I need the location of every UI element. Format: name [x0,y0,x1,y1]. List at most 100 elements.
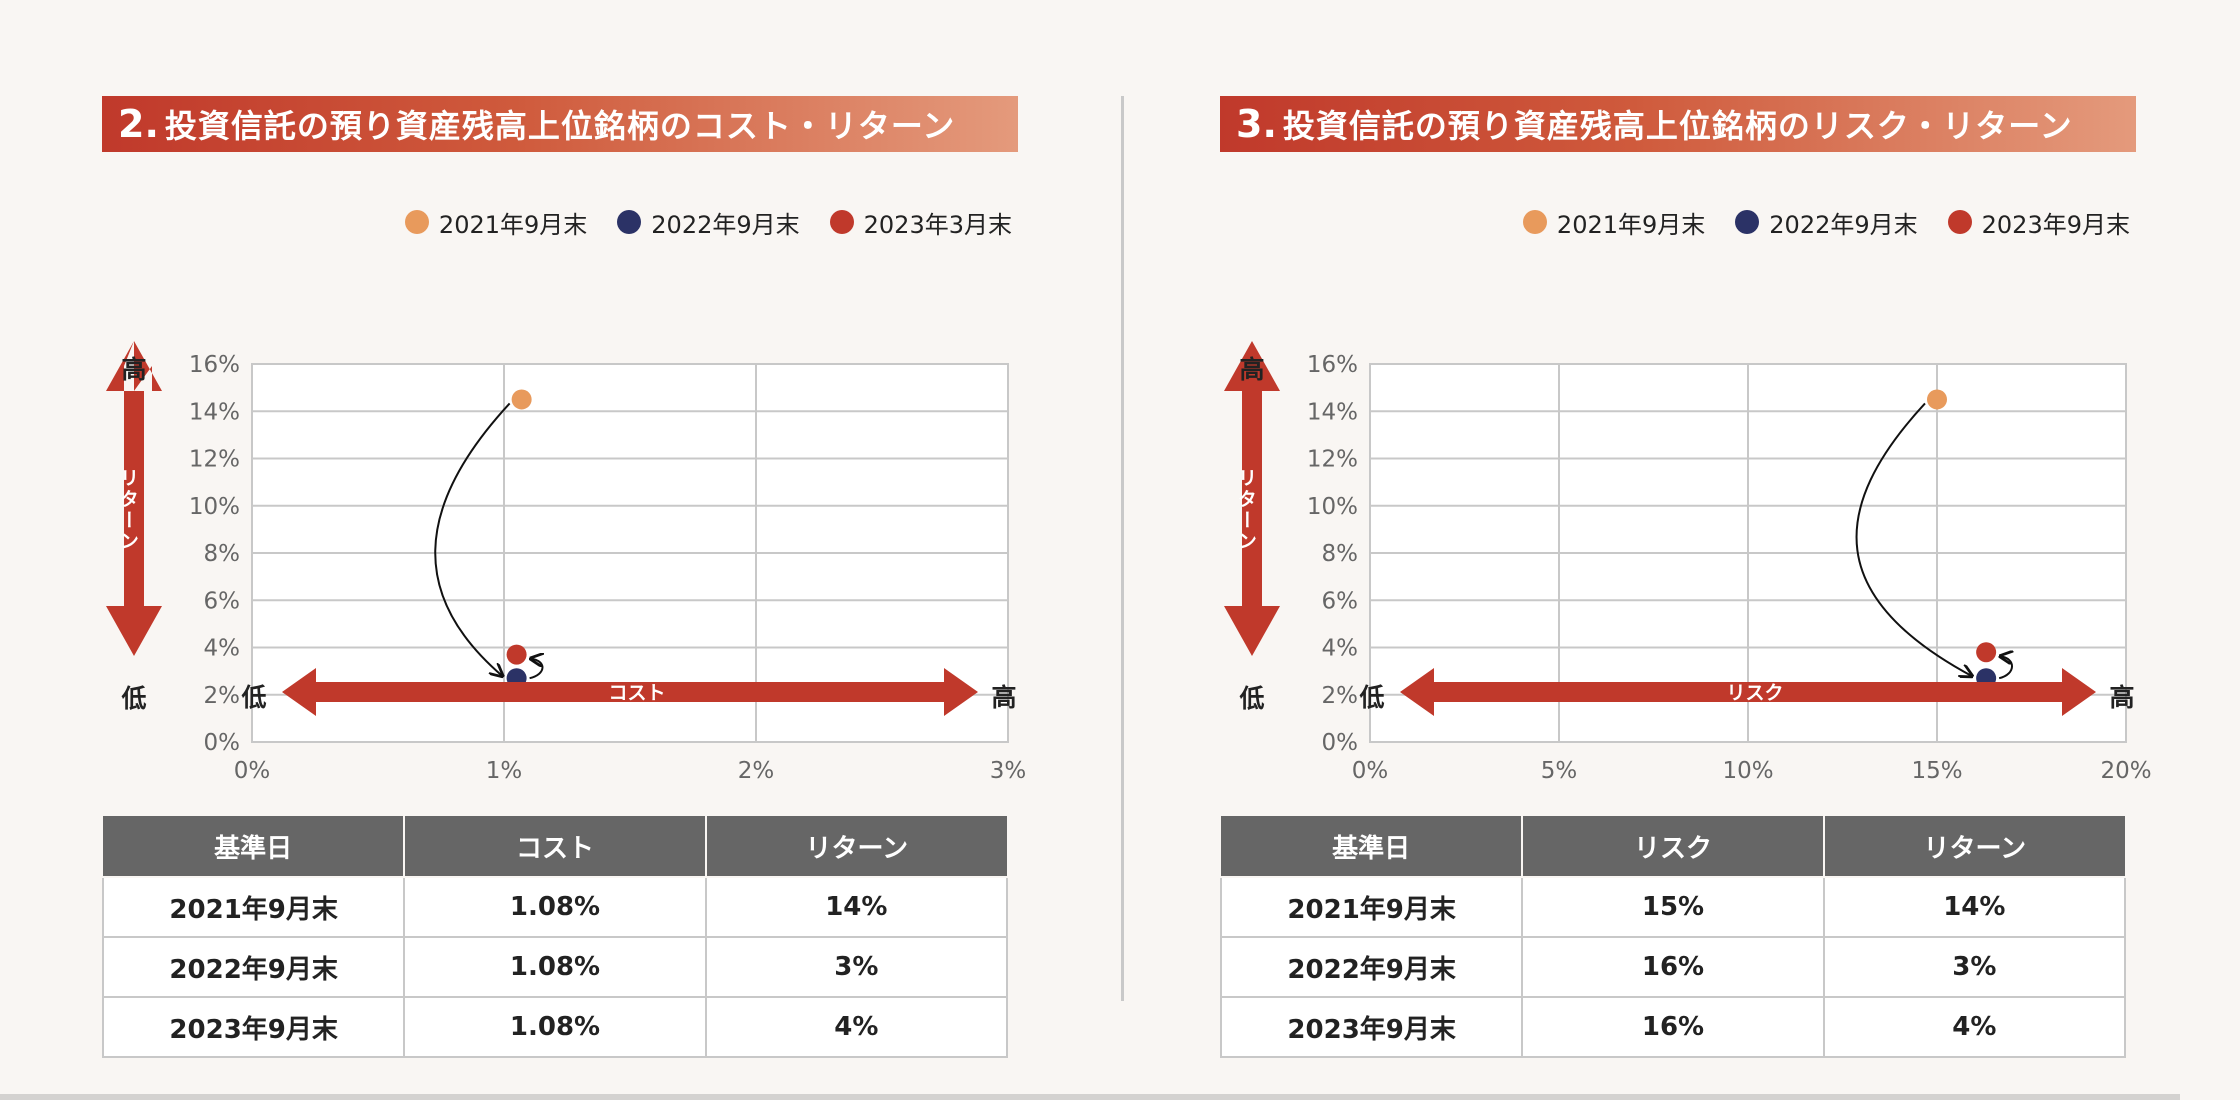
table-cell: 3% [704,936,1009,998]
cost-return-scatter-chart: 0% 2% 4% 6% 8% 10% 12% 14% 16% 0% 1% 2% 3% 高 低 リターン [106,341,1026,784]
legend-marker [1735,210,1760,234]
legend-label: 2021年9月末 [1556,210,1706,239]
legend-label: 2023年9月末 [1981,210,2130,239]
y-axis-arrow [106,341,162,656]
x-axis-arrow-group: 低 コスト 高 [240,668,1017,716]
column-header: コスト [403,816,707,878]
table-row: 2021年9月末 15% 14% [1219,876,2127,938]
column-header: リスク [1521,816,1825,878]
table-cell: 2022年9月末 [101,936,406,998]
table-cell: 16% [1521,996,1825,1058]
x-tick-label: 2% [738,758,775,784]
table-cell: 3% [1822,936,2127,998]
transition-arrow [530,659,543,680]
x-tick-label: 10% [1722,758,1773,784]
legend-item: 2023年3月末 [829,205,1012,240]
transition-arrow [434,402,511,676]
table-cell: 4% [704,996,1009,1058]
y-tick-label: 16% [189,352,240,378]
table-cell: 2023年9月末 [1219,996,1524,1058]
column-header: 基準日 [1221,816,1524,878]
y-tick-label: 12% [1307,447,1358,473]
y-tick-label: 0% [1322,730,1359,756]
legend-label: 2022年9月末 [651,210,800,239]
y-tick-label: 16% [1307,352,1358,378]
section-number: 2. [118,102,159,146]
x-tick-label: 20% [2100,758,2151,784]
y-tick-label: 4% [1322,636,1359,662]
table-cell: 1.08% [403,876,707,938]
y-axis-arrow [1224,341,1280,656]
table-cell: 14% [1822,876,2127,938]
table-cell: 2023年9月末 [101,996,406,1058]
y-axis-high-label: 高 [121,355,146,384]
section-title-bar: 2. 投資信託の預り資産残高上位銘柄のコスト・リターン [102,96,1018,152]
y-axis-low-label: 低 [120,684,146,713]
y-tick-label: 2% [204,683,241,709]
scatter-point [506,644,527,665]
y-tick-label: 0% [204,730,241,756]
legend-item: 2021年9月末 [404,205,588,240]
y-axis-low-label: 低 [1238,684,1264,713]
y-axis-label: リターン [1235,468,1257,552]
x-tick-label: 1% [486,758,523,784]
legend-marker [829,210,854,234]
table-row: 2023年9月末 16% 4% [1219,996,2127,1058]
y-tick-label: 14% [1307,399,1358,425]
column-header: リターン [1822,816,2125,878]
x-axis-arrow [282,668,978,716]
table-cell: 2022年9月末 [1219,936,1524,998]
legend-label: 2021年9月末 [438,210,588,239]
y-tick-label: 12% [189,447,240,473]
risk-return-panel: 3. 投資信託の預り資産残高上位銘柄のリスク・リターン 2021年9月末 202… [1219,96,2152,1058]
y-axis-high-label: 高 [1239,355,1264,384]
table-row: 2022年9月末 16% 3% [1219,936,2127,998]
chart-legend: 2021年9月末 2022年9月末 2023年3月末 [375,205,1012,240]
y-tick-label: 8% [1322,541,1359,567]
column-header: 基準日 [103,816,406,878]
x-axis-low-label: 低 [240,683,266,712]
y-tick-label: 2% [1322,683,1359,709]
table-cell: 16% [1521,936,1825,998]
table-cell: 14% [704,876,1009,938]
transition-arrow [1999,656,2012,680]
legend-item: 2021年9月末 [1522,205,1706,240]
table-cell: 15% [1521,876,1825,938]
x-tick-label: 15% [1911,758,1962,784]
x-axis-high-label: 高 [2109,683,2134,712]
legend-label: 2022年9月末 [1769,210,1918,239]
y-axis-label: リターン [117,468,139,552]
x-axis-low-label: 低 [1358,683,1384,712]
y-tick-label: 6% [1322,588,1359,614]
section-title: 投資信託の預り資産残高上位銘柄のリスク・リターン [1282,107,2073,145]
x-axis-label: コスト [608,682,665,704]
transition-arrow [1855,402,1973,676]
y-tick-label: 8% [204,541,241,567]
scatter-point [1927,389,1947,410]
table-cell: 4% [1822,996,2127,1058]
x-axis-label: リスク [1726,682,1783,704]
legend-marker [1522,210,1547,234]
x-tick-label: 0% [1352,758,1389,784]
y-tick-label: 10% [189,494,240,520]
table-header-row: 基準日 コスト リターン [103,816,1007,878]
table-header-row: 基準日 リスク リターン [1221,816,2125,878]
legend-marker [404,210,429,234]
cost-return-panel: 2. 投資信託の預り資産残高上位銘柄のコスト・リターン 2021年9月末 202… [101,96,1026,1058]
y-tick-label: 10% [1307,494,1358,520]
table-cell: 2021年9月末 [101,876,406,938]
x-tick-label: 3% [990,758,1027,784]
legend-item: 2023年9月末 [1947,205,2130,240]
legend-marker [1947,210,1972,234]
chart-legend: 2021年9月末 2022年9月末 2023年9月末 [1493,205,2130,240]
legend-label: 2023年3月末 [863,210,1012,239]
x-tick-label: 0% [234,758,271,784]
x-axis-arrow [1400,668,2096,716]
legend-item: 2022年9月末 [1735,205,1918,240]
column-header: リターン [704,816,1007,878]
risk-return-table: 基準日 リスク リターン 2021年9月末 15% 14% 2022年9月末 1… [1219,816,2127,1058]
x-tick-label: 5% [1541,758,1578,784]
section-title: 投資信託の預り資産残高上位銘柄のコスト・リターン [164,107,956,145]
section-number: 3. [1236,102,1277,146]
legend-item: 2022年9月末 [617,205,800,240]
